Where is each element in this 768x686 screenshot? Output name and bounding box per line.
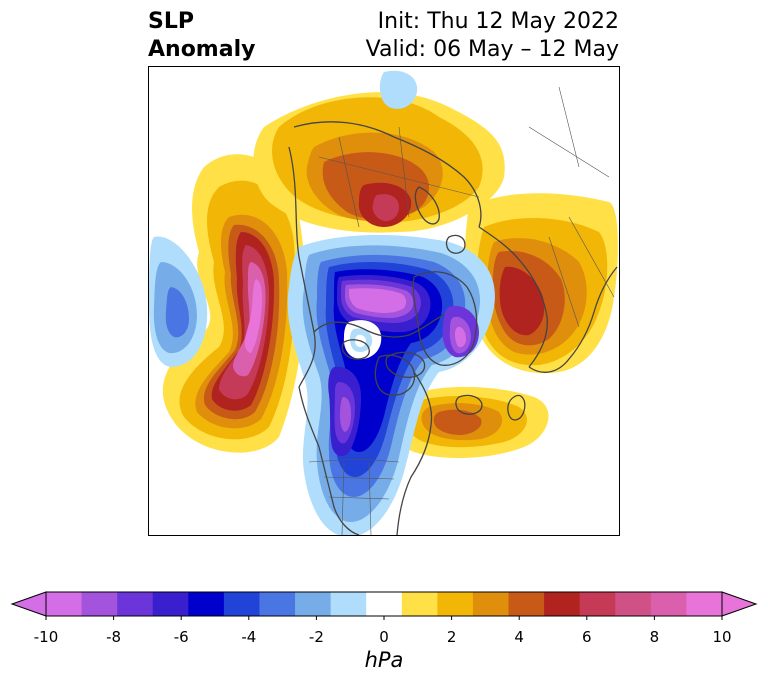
colorbar-cell [330,592,367,616]
border-russia-3 [398,126,410,218]
map-dates: Init: Thu 12 May 2022 Valid: 06 May – 12… [366,8,619,64]
contour-positive-europe-6 [499,266,545,336]
contour-negative-arctic-9 [349,288,407,313]
border-russia-1 [318,156,480,198]
contour-negative-westpac-3 [165,287,189,338]
colorbar-tick-label: -6 [173,628,189,646]
border-us-states-4 [368,461,372,535]
colorbar-cell [615,592,652,616]
coastline-great-britain [507,394,526,421]
colorbar-cell [188,592,225,616]
colorbar-cell [152,592,189,616]
coastline-baffin-island [385,351,426,378]
contour-negative-na-8 [340,397,351,432]
coastline-svalbard [445,234,466,254]
coastline-europe [528,266,618,373]
political-borders [308,86,615,535]
colorbar-cell [686,592,723,616]
contour-negative-arctic-top [379,70,418,109]
colorbar-cell [472,592,510,616]
title-variable-type: Anomaly [148,37,256,62]
init-date: Init: Thu 12 May 2022 [377,9,619,34]
coastline-scandinavia [478,226,548,368]
colorbar-cell [117,592,154,616]
colorbar-cell [223,592,260,616]
colorbar-unit-label: hPa [364,648,404,672]
colorbar-tick-label: -10 [33,628,59,646]
contour-positive-pacific-9 [244,279,263,353]
colorbar-tick-label: -4 [241,628,257,646]
colorbar-cell [81,592,118,616]
coastline-alaska [288,146,316,388]
coastline-canadian-archipelago [341,339,370,360]
colorbar-tick-label: 2 [446,628,457,646]
border-china [528,126,610,178]
coastline-canada-arctic [313,314,445,338]
border-asia-east [558,86,580,168]
colorbar-extend-under [10,591,47,617]
coastline-iceland [455,394,483,415]
colorbar-tick-label: 0 [379,628,389,646]
coastline-north-america-east [396,371,433,535]
colorbar-cell [579,592,616,616]
colorbar-cell [508,592,545,616]
contour-negative-baffin-9 [455,326,466,348]
colorbar-tick-label: -8 [106,628,122,646]
contour-positive-north-7 [372,194,399,222]
colorbar-cell [46,592,83,616]
border-russia-2 [338,136,360,228]
border-us-states-1 [323,476,395,480]
border-us-states-2 [328,496,390,500]
colorbar-cell [650,592,687,616]
colorbar-tick-label: 6 [582,628,592,646]
colorbar-tick-label: 8 [649,628,660,646]
colorbar-tick-label: 10 [712,628,732,646]
map-canvas [149,70,618,535]
border-europe-1 [548,236,580,328]
colorbar-cell [366,592,403,616]
colorbar-cell [259,592,296,616]
border-europe-2 [568,216,615,298]
colorbar-tick-label: 4 [514,628,524,646]
colorbar-cell [401,592,438,616]
colorbar [10,591,758,620]
coastline-greenland [412,271,478,366]
colorbar-tick-label: -2 [308,628,324,646]
colorbar-cell [437,592,474,616]
title-variable: SLP [148,9,194,34]
border-us-states-3 [341,461,345,535]
colorbar-extend-over [721,591,758,617]
contour-positive-atlantic-5 [433,409,482,435]
colorbar-cell [295,592,332,616]
anomaly-contours [149,70,618,535]
colorbar-cell [544,592,581,616]
coastline-novaya-zemlya [414,186,440,225]
coastline-hudson-bay [374,354,416,396]
border-us-canada [308,458,400,463]
valid-range: Valid: 06 May – 12 May [365,37,619,62]
map-title: SLP Anomaly [148,8,255,64]
anomaly-map [148,66,620,536]
